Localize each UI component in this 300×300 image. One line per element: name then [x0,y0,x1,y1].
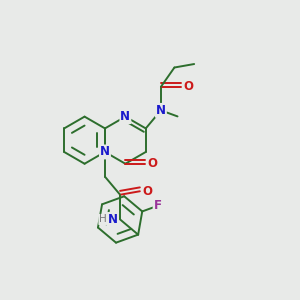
Text: O: O [183,80,193,93]
Text: O: O [148,157,158,170]
Text: N: N [100,146,110,158]
Text: O: O [142,185,152,198]
Text: N: N [108,213,118,226]
Text: N: N [120,110,130,123]
Text: H: H [99,214,106,224]
Text: N: N [156,104,166,117]
Text: F: F [154,199,162,212]
